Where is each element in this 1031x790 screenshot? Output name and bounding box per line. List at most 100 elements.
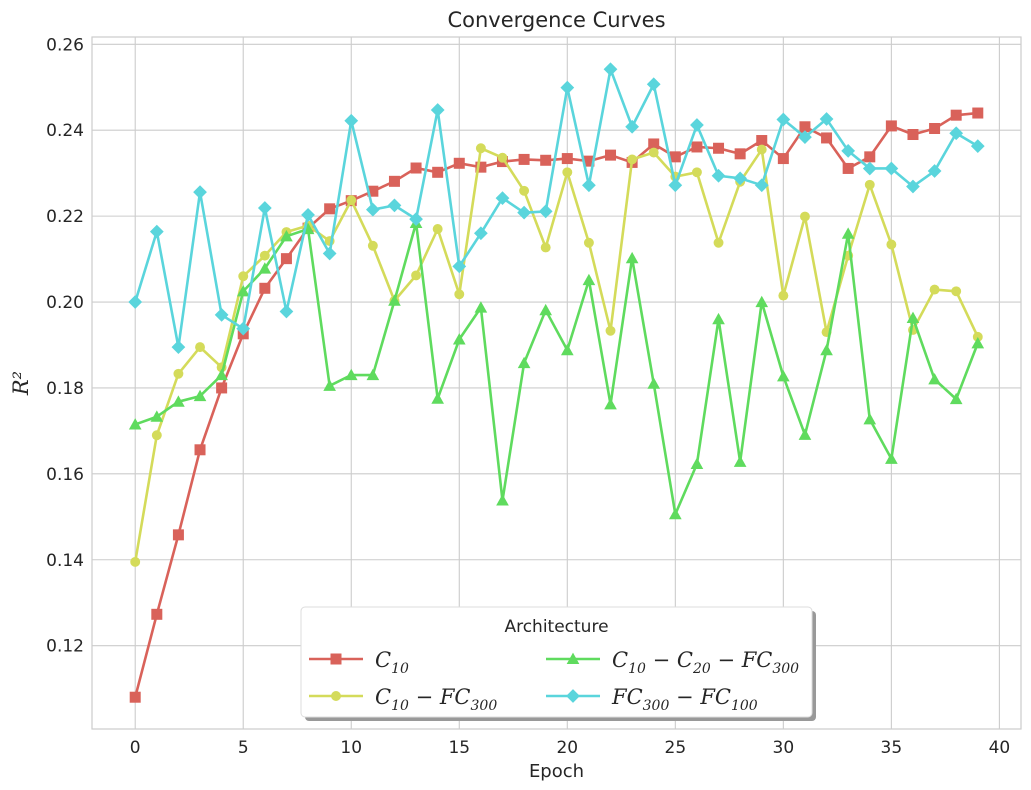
legend-marker <box>331 691 341 701</box>
data-point <box>561 153 573 165</box>
data-point <box>560 80 575 95</box>
y-tick-label: 0.18 <box>46 379 84 399</box>
data-point <box>538 204 553 219</box>
data-point <box>604 397 617 410</box>
data-point <box>236 284 250 297</box>
x-tick-label: 35 <box>881 738 903 758</box>
data-point <box>949 126 964 141</box>
data-point <box>625 251 639 264</box>
legend: Architecture C10 C10 − FC300 C10 − C20 − FC… <box>300 606 816 721</box>
data-point <box>777 370 790 382</box>
data-point <box>583 237 594 248</box>
y-tick-label: 0.16 <box>46 465 84 485</box>
legend-box <box>300 606 813 718</box>
data-point <box>517 205 531 220</box>
data-point <box>236 321 251 336</box>
data-point <box>906 311 920 323</box>
data-point <box>130 556 141 567</box>
data-point <box>495 191 510 205</box>
data-point <box>799 121 811 133</box>
data-point <box>755 295 769 308</box>
data-point <box>582 178 596 193</box>
data-point <box>387 198 402 213</box>
data-point <box>562 167 573 178</box>
data-point <box>862 161 877 176</box>
data-point <box>149 224 164 239</box>
data-point <box>756 144 767 155</box>
data-point <box>388 175 400 187</box>
x-tick-label: 20 <box>556 738 578 758</box>
data-point <box>864 179 875 190</box>
data-point <box>322 246 337 261</box>
data-point <box>259 250 270 261</box>
x-tick-label: 40 <box>989 738 1011 758</box>
data-point <box>215 368 228 381</box>
legend-item-0: C10 <box>309 648 409 677</box>
data-point <box>454 289 465 300</box>
data-point <box>410 162 422 174</box>
data-point <box>367 185 379 197</box>
y-tick-label: 0.20 <box>46 293 84 313</box>
data-point <box>863 412 877 425</box>
data-point <box>713 237 724 248</box>
x-tick-label: 5 <box>238 738 249 758</box>
data-point <box>646 77 661 92</box>
data-point <box>259 282 271 294</box>
legend-title: Architecture <box>504 617 608 637</box>
data-point <box>819 112 834 126</box>
data-point <box>238 271 249 282</box>
legend-label: FC300 − FC100 <box>611 685 758 714</box>
data-point <box>691 167 702 178</box>
data-point <box>475 143 486 154</box>
data-point <box>713 142 725 154</box>
x-axis-label: Epoch <box>529 761 584 782</box>
data-point <box>258 262 272 274</box>
data-point <box>864 151 876 163</box>
data-point <box>453 157 465 169</box>
data-point <box>151 608 163 620</box>
data-point <box>301 207 315 222</box>
data-point <box>324 203 336 215</box>
data-point <box>171 340 186 355</box>
data-point <box>778 290 789 301</box>
data-point <box>906 179 920 194</box>
data-point <box>388 294 401 306</box>
data-point <box>821 132 833 144</box>
data-point <box>884 161 899 176</box>
y-tick-label: 0.12 <box>46 637 84 657</box>
legend-label: C10 <box>375 648 409 677</box>
data-point <box>518 153 530 165</box>
data-point <box>669 507 682 520</box>
data-point <box>560 343 574 356</box>
data-point <box>519 185 530 196</box>
data-point <box>734 148 746 160</box>
y-tick-label: 0.22 <box>46 207 84 227</box>
data-point <box>128 295 143 309</box>
data-point <box>475 161 487 173</box>
data-point <box>409 212 423 227</box>
legend-item-2: C10 − C20 − FC300 <box>546 648 799 677</box>
data-point <box>841 143 856 158</box>
series-layer <box>128 62 985 703</box>
data-point <box>712 312 725 325</box>
data-point <box>648 147 659 158</box>
y-axis-label: R² <box>9 371 33 396</box>
data-point <box>691 141 703 153</box>
tick-labels: 0 5 10 15 20 25 30 35 40 0.12 0.14 0.16 0.18 0.20 0.22… <box>46 35 1010 758</box>
data-point <box>539 303 553 316</box>
data-point <box>927 164 942 178</box>
legend-marker <box>566 689 580 703</box>
data-point <box>195 342 205 353</box>
data-point <box>172 395 185 407</box>
legend-item-1: C10 − FC300 <box>309 685 497 714</box>
data-point <box>193 389 207 402</box>
data-point <box>432 224 443 234</box>
data-point <box>497 152 508 163</box>
series-line <box>133 111 978 698</box>
data-point <box>800 211 810 222</box>
legend-item-3: FC300 − FC100 <box>546 685 758 714</box>
data-point <box>323 379 336 391</box>
data-point <box>496 494 509 506</box>
data-point <box>280 253 292 265</box>
